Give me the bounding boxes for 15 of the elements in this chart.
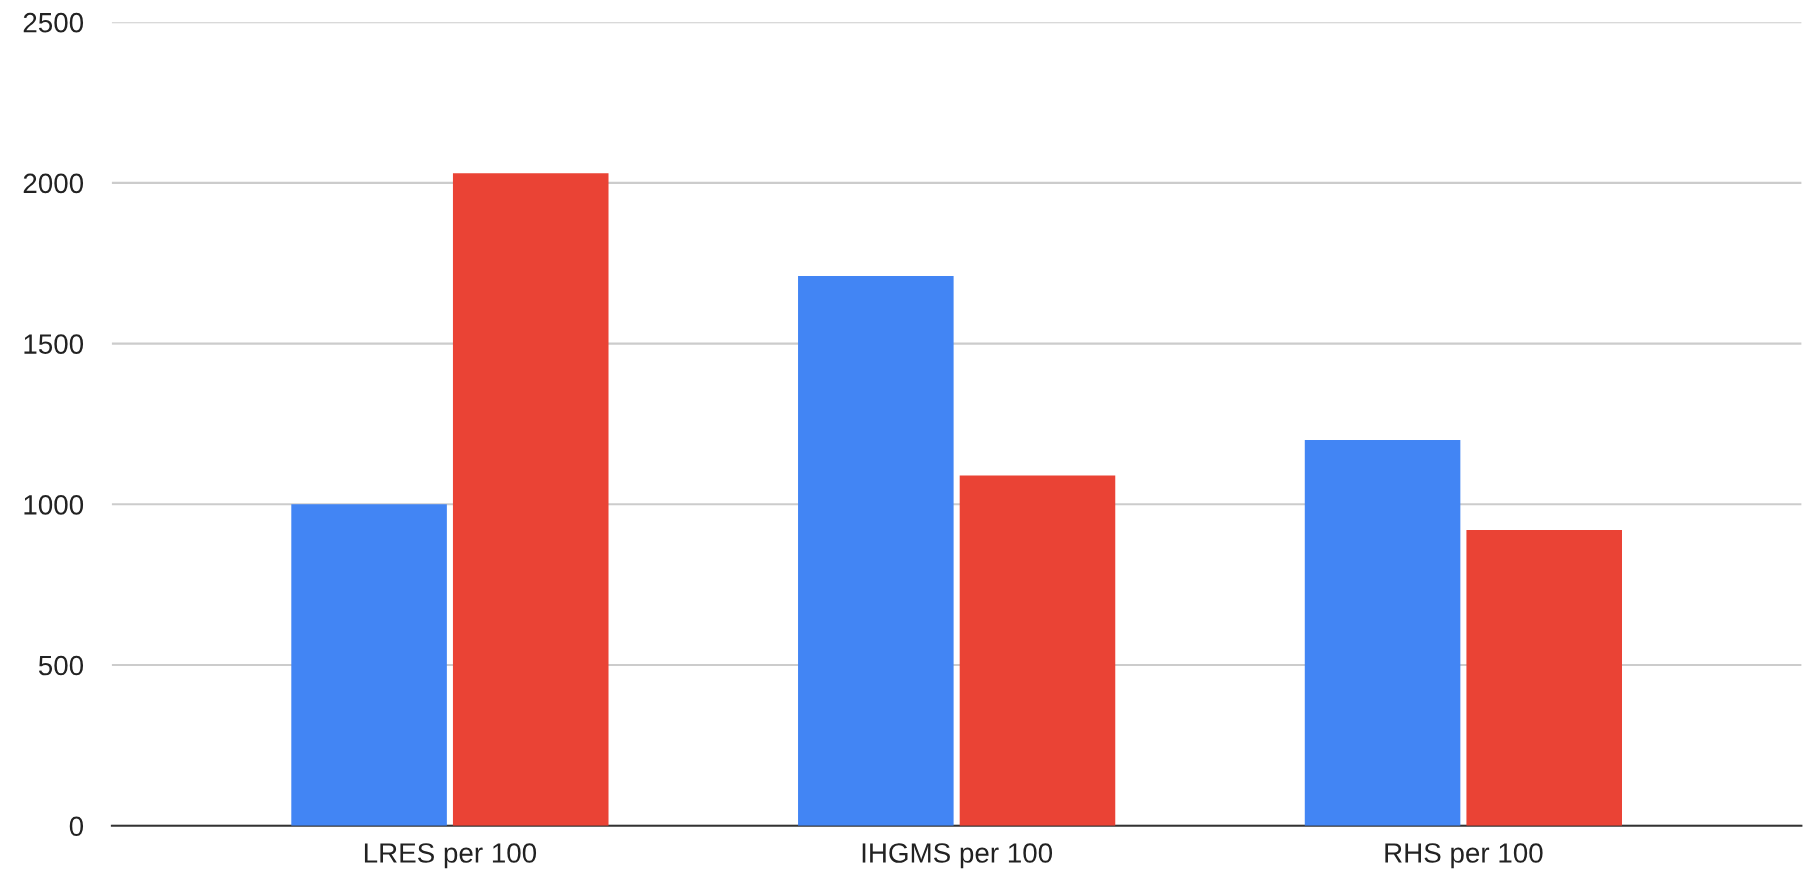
- x-tick-label: RHS per 100: [1385, 843, 1543, 869]
- bar: [959, 475, 1116, 826]
- bar: [291, 504, 447, 826]
- x-tick-label: LRES per 100: [364, 843, 537, 869]
- y-tick-label: 0: [69, 816, 84, 837]
- y-tick-label: 500: [38, 655, 84, 676]
- bar: [1304, 440, 1461, 826]
- y-tick-label: 1500: [24, 334, 84, 354]
- bar: [452, 173, 609, 826]
- bar: [798, 276, 954, 826]
- x-tick-label: IHGMS per 100: [862, 843, 1053, 869]
- y-tick-label: 1000: [24, 494, 84, 515]
- y-tick-label: 2500: [23, 12, 84, 33]
- y-tick-label: 2000: [23, 173, 84, 194]
- bar: [1466, 530, 1622, 826]
